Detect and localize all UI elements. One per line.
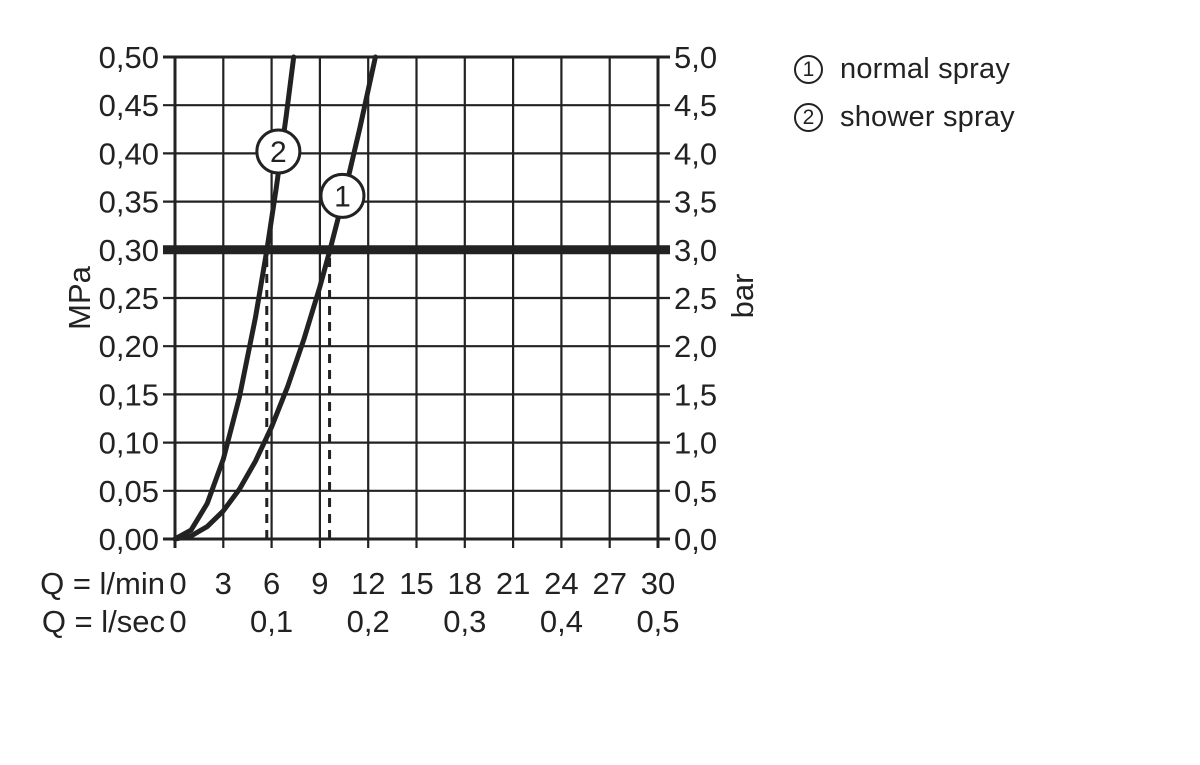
x-axis-label-lmin: 3 [215, 566, 232, 601]
y-axis-label-mpa: 0,40 [99, 136, 159, 171]
x-axis-prefix-lsec: Q = l/sec [42, 604, 165, 639]
x-axis-label-lmin: 9 [311, 566, 328, 601]
y-axis-label-mpa: 0,45 [99, 88, 159, 123]
x-axis-label-lsec: 0,1 [250, 604, 293, 639]
y-axis-label-mpa: 0,05 [99, 474, 159, 509]
y-axis-label-bar: 4,5 [674, 88, 717, 123]
curve-marker-number-2: 2 [270, 136, 287, 169]
x-axis-label-lsec: 0,2 [347, 604, 390, 639]
y-axis-label-bar: 0,5 [674, 474, 717, 509]
curve-marker-circle-1 [319, 172, 366, 219]
y-axis-label-bar: 1,5 [674, 377, 717, 412]
x-axis-label-lsec: 0,3 [443, 604, 486, 639]
legend-item-normal-spray: 1 normal spray [794, 53, 1015, 85]
x-axis-label-lmin: 6 [263, 566, 280, 601]
curve-marker-circle-2 [255, 128, 302, 175]
y-axis-label-bar: 4,0 [674, 136, 717, 171]
x-axis-label-lsec: 0 [169, 604, 186, 639]
curve-1-symbol: 1 [794, 55, 823, 84]
y-axis-label-mpa: 0,00 [99, 522, 159, 557]
x-axis-prefix-lmin: Q = l/min [40, 566, 165, 601]
y-axis-label-mpa: 0,15 [99, 377, 159, 412]
y-axis-label-mpa: 0,20 [99, 329, 159, 364]
pressure-flow-chart: 120,50 5,00,45 4,50,40 4,00,35 3,50,30 3,00,2… [40, 40, 760, 639]
x-axis-label-lmin: 21 [496, 566, 530, 601]
y-axis-label-bar: 1,0 [674, 426, 717, 461]
legend-item-shower-spray: 2 shower spray [794, 101, 1015, 133]
y-axis-label-mpa: 0,35 [99, 185, 159, 220]
y-axis-label-mpa: 0,25 [99, 281, 159, 316]
x-axis-label-lmin: 18 [448, 566, 482, 601]
y-axis-label-mpa: 0,50 [99, 40, 159, 75]
legend: 1 normal spray 2 shower spray [794, 53, 1015, 150]
legend-item-label: normal spray [840, 53, 1011, 85]
curve-marker-number-1: 1 [334, 180, 351, 213]
y-axis-label-bar: 2,5 [674, 281, 717, 316]
x-axis-label-lsec: 0,4 [540, 604, 583, 639]
y-axis-unit-mpa: MPa [62, 265, 97, 330]
y-axis-unit-bar: bar [725, 274, 760, 319]
y-axis-label-mpa: 0,10 [99, 426, 159, 461]
x-axis-label-lmin: 0 [169, 566, 186, 601]
x-axis-label-lmin: 15 [399, 566, 433, 601]
y-axis-label-bar: 3,0 [674, 233, 717, 268]
x-axis-label-lmin: 27 [592, 566, 626, 601]
x-axis-label-lmin: 30 [641, 566, 675, 601]
x-axis-label-lsec: 0,5 [636, 604, 679, 639]
y-axis-label-bar: 2,0 [674, 329, 717, 364]
x-axis-label-lmin: 12 [351, 566, 385, 601]
y-axis-label-bar: 0,0 [674, 522, 717, 557]
y-axis-label-mpa: 0,30 [99, 233, 159, 268]
curve-2-symbol: 2 [794, 103, 823, 132]
y-axis-label-bar: 3,5 [674, 185, 717, 220]
x-axis-label-lmin: 24 [544, 566, 578, 601]
y-axis-label-bar: 5,0 [674, 40, 717, 75]
legend-item-label: shower spray [840, 101, 1015, 133]
